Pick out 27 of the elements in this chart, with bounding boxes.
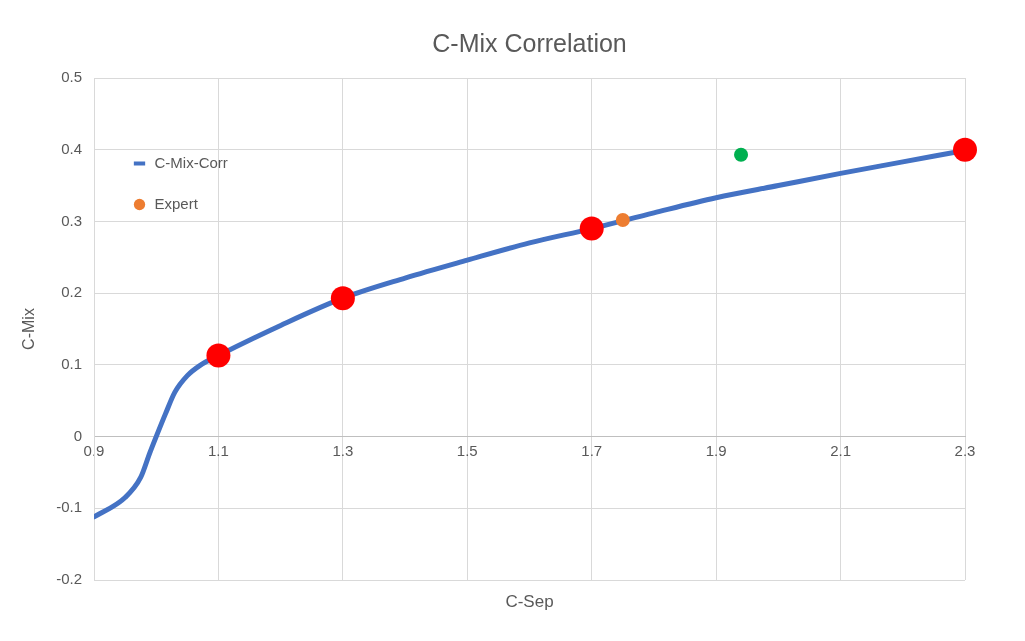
point: [330, 286, 355, 311]
y-tick-label: -0.2: [56, 570, 82, 588]
x-tick-label: 1.9: [705, 441, 727, 459]
x-tick-label: 0.9: [83, 441, 105, 459]
point: [953, 137, 977, 162]
x-tick-label: 1.5: [456, 441, 478, 459]
point: [615, 212, 630, 227]
y-tick-label: 0.3: [61, 211, 82, 229]
y-tick-label: -0.1: [56, 498, 82, 516]
x-tick-label: 1.1: [208, 441, 229, 459]
y-tick-label: 0.5: [61, 68, 82, 86]
legend-label: Expert: [154, 194, 199, 212]
x-tick-label: 1.7: [581, 441, 603, 459]
legend-label: C-Mix-Corr: [154, 153, 228, 171]
y-tick-label: 0.1: [61, 355, 82, 372]
y-axis-title: C-Mix: [20, 308, 38, 350]
x-tick-label: 1.3: [332, 441, 354, 459]
x-axis-title: C-Sep: [505, 591, 554, 611]
point: [579, 216, 604, 241]
point: [206, 343, 231, 368]
x-tick-label: 2.3: [954, 441, 976, 459]
chart-title: C-Mix Correlation: [432, 28, 627, 57]
y-tick-label: 0: [73, 426, 82, 444]
point: [734, 147, 749, 162]
x-tick-label: 2.1: [830, 441, 851, 459]
y-tick-label: 0.4: [61, 139, 82, 157]
y-tick-label: 0.2: [61, 283, 82, 301]
